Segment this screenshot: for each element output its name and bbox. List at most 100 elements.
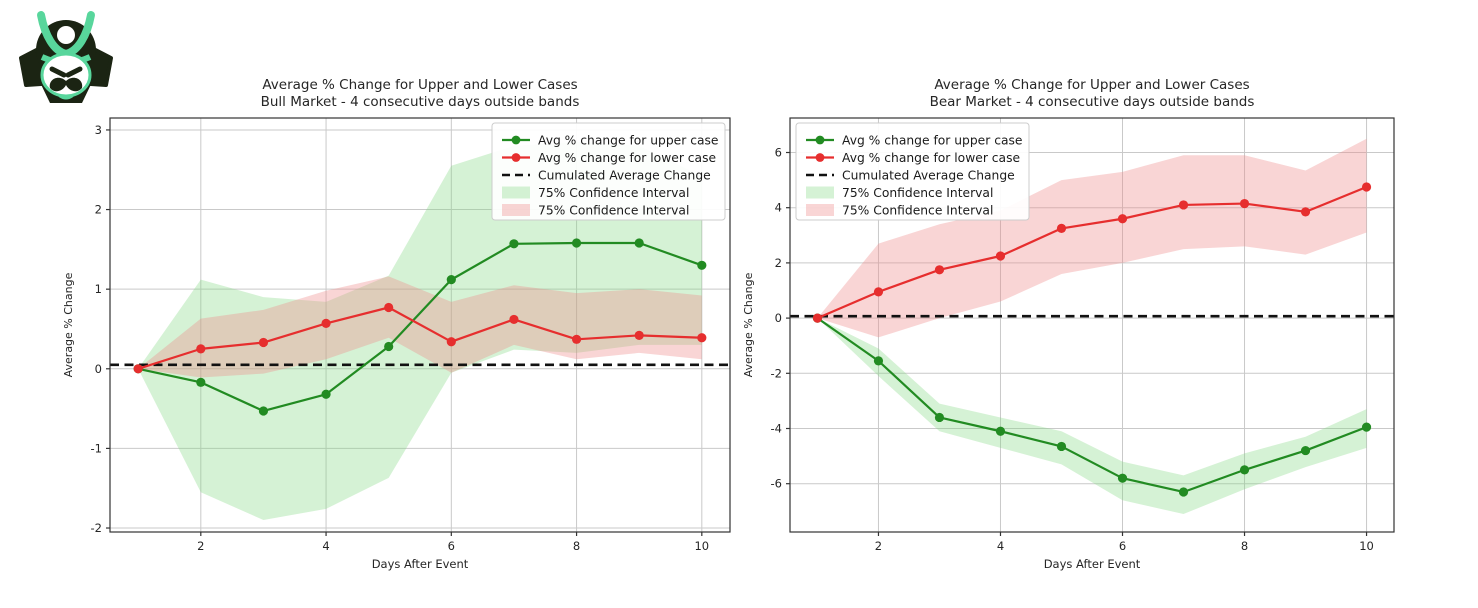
svg-text:Days After Event: Days After Event xyxy=(372,557,469,571)
data-point-marker xyxy=(1117,473,1128,483)
svg-text:0: 0 xyxy=(95,362,102,376)
svg-text:Cumulated Average Change: Cumulated Average Change xyxy=(842,169,1015,183)
x-axis: 2 4 6 8 10 Days After Event xyxy=(875,532,1374,571)
chart-title: Average % Change for Upper and Lower Cas… xyxy=(930,77,1255,110)
svg-text:Bull Market - 4 consecutive da: Bull Market - 4 consecutive days outside… xyxy=(261,94,580,110)
data-point-marker xyxy=(258,406,269,416)
data-point-marker xyxy=(1239,198,1250,209)
svg-text:-2: -2 xyxy=(91,521,102,535)
svg-text:1: 1 xyxy=(95,282,102,296)
svg-text:75% Confidence Interval: 75% Confidence Interval xyxy=(842,186,993,200)
svg-text:Avg % change for upper case: Avg % change for upper case xyxy=(538,134,718,148)
data-point-marker xyxy=(321,318,331,329)
svg-text:4: 4 xyxy=(775,201,782,215)
svg-text:Days After Event: Days After Event xyxy=(1044,557,1141,571)
data-point-marker xyxy=(995,251,1006,261)
lower-case-series xyxy=(133,302,707,374)
data-point-marker xyxy=(196,344,206,354)
data-point-marker xyxy=(812,313,823,323)
data-point-marker xyxy=(133,364,143,374)
confidence-band-1 xyxy=(817,138,1367,338)
data-point-marker xyxy=(995,426,1006,436)
svg-text:-1: -1 xyxy=(91,441,102,455)
svg-text:-6: -6 xyxy=(771,477,782,491)
data-point-marker xyxy=(1361,422,1372,432)
upper-case-series xyxy=(133,238,707,416)
data-point-marker xyxy=(196,377,206,387)
bull-market-chart: Average % Change for Upper and Lower Cas… xyxy=(62,77,731,571)
axes-frame xyxy=(109,117,731,533)
data-point-marker xyxy=(1178,200,1189,210)
data-point-marker xyxy=(873,356,884,366)
data-point-marker xyxy=(1056,441,1067,452)
data-point-marker xyxy=(258,337,269,348)
svg-text:2: 2 xyxy=(95,203,102,217)
data-point-marker xyxy=(1300,445,1311,456)
data-point-marker xyxy=(509,239,519,249)
data-point-marker xyxy=(1056,223,1067,233)
data-point-marker xyxy=(1117,214,1128,224)
data-point-marker xyxy=(634,330,644,340)
svg-text:Average % Change: Average % Change xyxy=(742,272,755,377)
chart-title: Average % Change for Upper and Lower Cas… xyxy=(261,77,580,110)
data-point-marker xyxy=(384,302,394,313)
svg-text:Cumulated Average Change: Cumulated Average Change xyxy=(538,169,711,183)
data-point-marker xyxy=(697,333,707,343)
svg-text:10: 10 xyxy=(694,539,709,553)
svg-text:-4: -4 xyxy=(771,422,782,436)
svg-text:6: 6 xyxy=(775,146,782,160)
data-point-marker xyxy=(1239,465,1250,475)
axes-frame xyxy=(789,117,1395,533)
svg-text:Avg % change for lower case: Avg % change for lower case xyxy=(538,151,716,165)
svg-text:8: 8 xyxy=(573,539,580,553)
data-point-marker xyxy=(446,337,456,347)
svg-text:2: 2 xyxy=(775,256,782,270)
lower-case-series xyxy=(812,182,1372,323)
svg-text:Average % Change for Upper and: Average % Change for Upper and Lower Cas… xyxy=(934,77,1249,93)
svg-text:Average % Change for Upper and: Average % Change for Upper and Lower Cas… xyxy=(262,77,577,93)
data-point-marker xyxy=(571,334,582,344)
svg-text:6: 6 xyxy=(448,539,455,553)
data-point-marker xyxy=(321,389,331,399)
samurai-helmet-glyph xyxy=(19,11,113,103)
data-point-marker xyxy=(1300,207,1311,217)
svg-text:6: 6 xyxy=(1119,539,1126,553)
data-point-marker xyxy=(1361,182,1372,192)
svg-text:Average % Change: Average % Change xyxy=(62,272,75,377)
svg-text:3: 3 xyxy=(95,123,102,137)
data-point-marker xyxy=(446,275,456,285)
data-point-marker xyxy=(1178,487,1189,497)
svg-text:75% Confidence Interval: 75% Confidence Interval xyxy=(538,186,689,200)
svg-text:4: 4 xyxy=(322,539,329,553)
y-axis: -6 -4 -2 0 2 4 6 Average % Change xyxy=(742,146,790,491)
data-point-marker xyxy=(873,287,884,297)
svg-text:4: 4 xyxy=(997,539,1004,553)
bear-market-chart: Average % Change for Upper and Lower Cas… xyxy=(742,77,1395,571)
y-axis: -2 -1 0 1 2 3 Average % Change xyxy=(62,123,110,535)
samurai-helmet-logo-icon xyxy=(19,11,113,103)
svg-text:75% Confidence Interval: 75% Confidence Interval xyxy=(842,204,993,218)
legend: Avg % change for upper case Avg % change … xyxy=(491,122,726,221)
svg-text:Avg % change for upper case: Avg % change for upper case xyxy=(842,134,1022,148)
svg-text:Avg % change for lower case: Avg % change for lower case xyxy=(842,151,1020,165)
svg-text:-2: -2 xyxy=(771,366,782,380)
svg-text:10: 10 xyxy=(1359,539,1374,553)
svg-text:75% Confidence Interval: 75% Confidence Interval xyxy=(538,204,689,218)
x-axis: 2 4 6 8 10 Days After Event xyxy=(197,532,709,571)
confidence-band-1 xyxy=(138,276,702,378)
data-point-marker xyxy=(934,412,945,423)
data-point-marker xyxy=(571,238,582,248)
svg-text:2: 2 xyxy=(197,539,204,553)
svg-text:0: 0 xyxy=(775,311,782,325)
svg-text:8: 8 xyxy=(1241,539,1248,553)
data-point-marker xyxy=(384,341,394,352)
confidence-band-0 xyxy=(817,318,1367,515)
confidence-band-0 xyxy=(138,141,702,521)
data-point-marker xyxy=(934,265,945,275)
data-point-marker xyxy=(697,260,707,270)
data-point-marker xyxy=(509,314,519,325)
svg-text:2: 2 xyxy=(875,539,882,553)
legend: Avg % change for upper case Avg % change … xyxy=(795,122,1030,221)
data-point-marker xyxy=(634,238,644,248)
